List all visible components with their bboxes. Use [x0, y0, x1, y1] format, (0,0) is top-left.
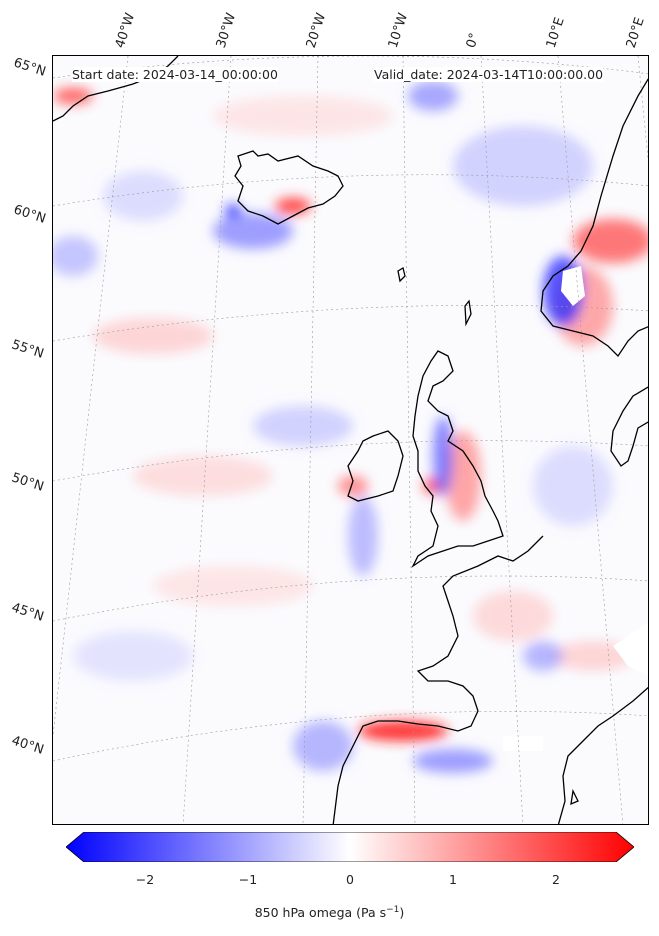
- start-date-label: Start date: 2024-03-14_00:00:00: [72, 67, 278, 82]
- colorbar-tick-2: 2: [552, 872, 560, 887]
- lon-label-40w: 40°W: [112, 11, 139, 50]
- map-panel: [52, 55, 649, 825]
- colorbar-title-end: ): [399, 905, 405, 921]
- omega-field-map: [53, 56, 648, 824]
- lon-label-10e: 10°E: [543, 15, 568, 51]
- lon-label-0: 0°: [463, 31, 483, 50]
- colorbar-gradient: [66, 832, 634, 862]
- lon-label-10w: 10°W: [385, 11, 412, 50]
- lat-label-60n: 60°N: [11, 202, 48, 227]
- lon-label-20e: 20°E: [623, 15, 648, 51]
- lat-label-55n: 55°N: [9, 337, 46, 362]
- lon-label-20w: 20°W: [303, 11, 330, 50]
- descent-regions: [53, 88, 648, 741]
- colorbar: [66, 832, 634, 862]
- lat-label-65n: 65°N: [11, 55, 48, 80]
- lat-label-40n: 40°N: [9, 733, 46, 758]
- coastlines: [53, 56, 648, 824]
- colorbar-tick-0: 0: [346, 872, 354, 887]
- lat-label-50n: 50°N: [9, 470, 46, 495]
- colorbar-title-sup: −1: [386, 905, 400, 915]
- valid-date-label: Valid_date: 2024-03-14T10:00:00.00: [374, 67, 604, 82]
- missing-data-patches: [503, 266, 648, 751]
- colorbar-tick-minus1: −1: [238, 872, 258, 887]
- lat-label-45n: 45°N: [9, 600, 46, 625]
- ascent-regions: [53, 81, 613, 773]
- colorbar-tick-1: 1: [449, 872, 457, 887]
- graticule: [53, 56, 648, 824]
- colorbar-title-main: 850 hPa omega (Pa s: [254, 905, 387, 921]
- omega-field: [53, 81, 648, 773]
- colorbar-tick-minus2: −2: [135, 872, 155, 887]
- colorbar-title: 850 hPa omega (Pa s−1): [0, 905, 659, 920]
- lon-label-30w: 30°W: [213, 11, 240, 50]
